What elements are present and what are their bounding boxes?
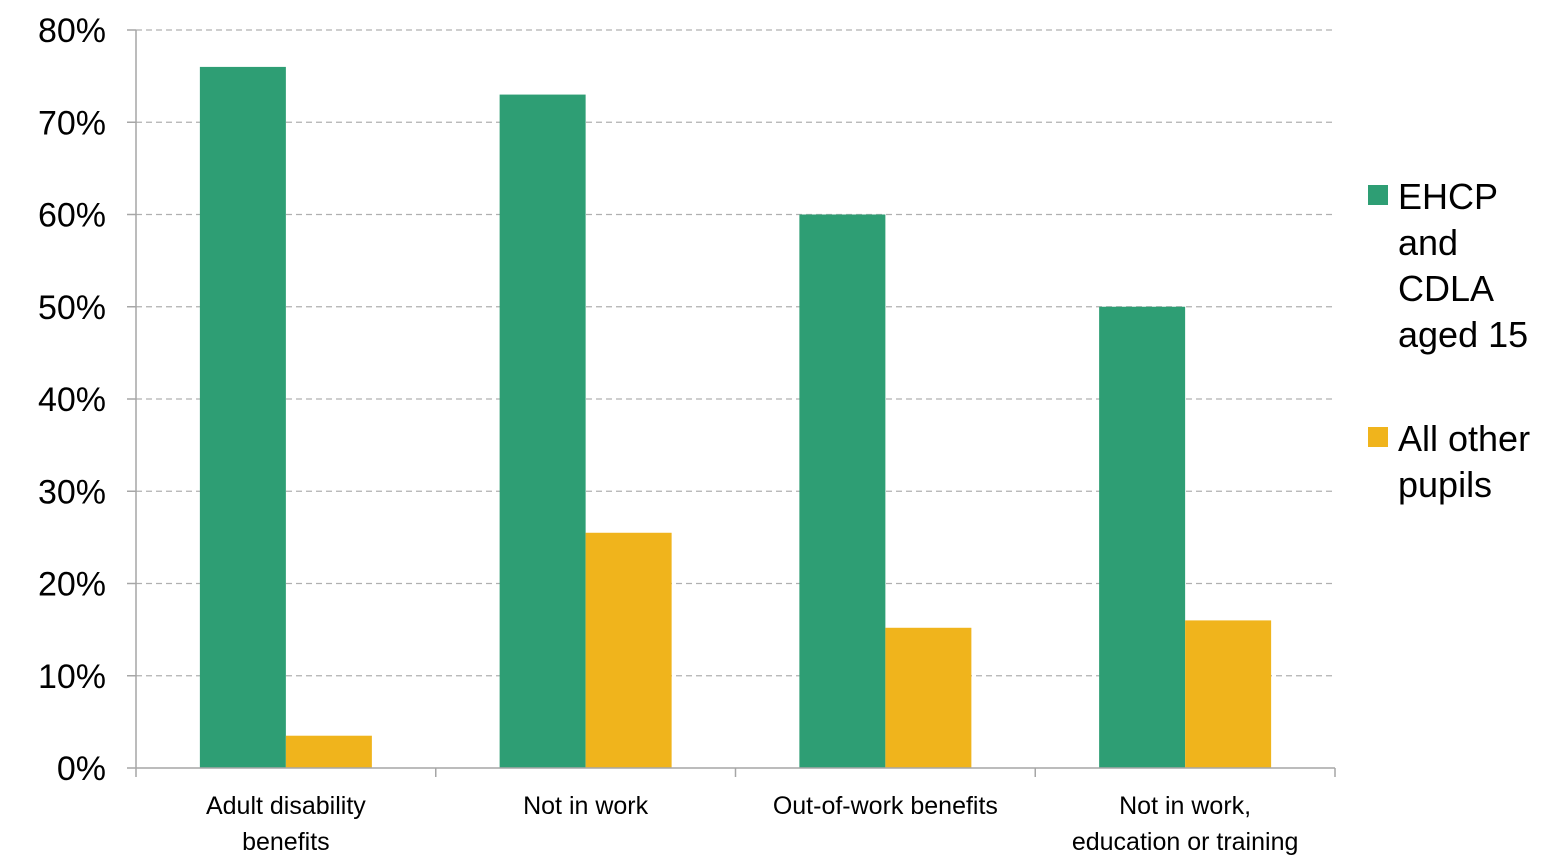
bar: [799, 214, 886, 768]
x-axis-category-labels: Adult disability benefits Not in work Out-o…: [206, 792, 1298, 856]
bar: [585, 532, 672, 768]
bar: [199, 66, 286, 768]
y-axis-tick-labels: 0% 10% 20% 30% 40% 50% 60% 70% 80%: [38, 12, 106, 788]
x-category-label: Adult disability: [206, 792, 366, 820]
y-tick-label: 30%: [38, 473, 106, 511]
y-tick-label: 80%: [38, 12, 106, 50]
x-category-label: Out-of-work benefits: [773, 792, 998, 820]
axes: [135, 30, 1336, 777]
bar: [285, 735, 372, 768]
y-tick-label: 50%: [38, 289, 106, 327]
bar: [499, 94, 586, 768]
bar: [885, 627, 972, 768]
y-tick-label: 40%: [38, 381, 106, 419]
legend-swatch: [1368, 427, 1388, 447]
legend-label: and: [1398, 222, 1458, 263]
y-tick-label: 20%: [38, 566, 106, 604]
legend-label: CDLA: [1398, 268, 1494, 309]
legend-label: pupils: [1398, 464, 1492, 505]
legend-label: EHCP: [1398, 176, 1498, 217]
legend: EHCP and CDLA aged 15 All other pupils: [1368, 176, 1530, 505]
x-category-label: Not in work: [523, 792, 649, 820]
bars: [199, 66, 1272, 768]
y-tick-label: 10%: [38, 658, 106, 696]
legend-label: aged 15: [1398, 314, 1528, 355]
bar: [1185, 620, 1272, 768]
x-category-label: education or training: [1072, 828, 1299, 856]
y-tick-label: 60%: [38, 197, 106, 235]
bar: [1099, 306, 1186, 768]
x-category-label: benefits: [242, 828, 330, 856]
legend-label: All other: [1398, 418, 1530, 459]
y-tick-label: 0%: [57, 750, 106, 788]
gridlines: [127, 29, 1335, 769]
x-category-label: Not in work,: [1119, 792, 1251, 820]
y-tick-label: 70%: [38, 104, 106, 142]
legend-swatch: [1368, 185, 1388, 205]
